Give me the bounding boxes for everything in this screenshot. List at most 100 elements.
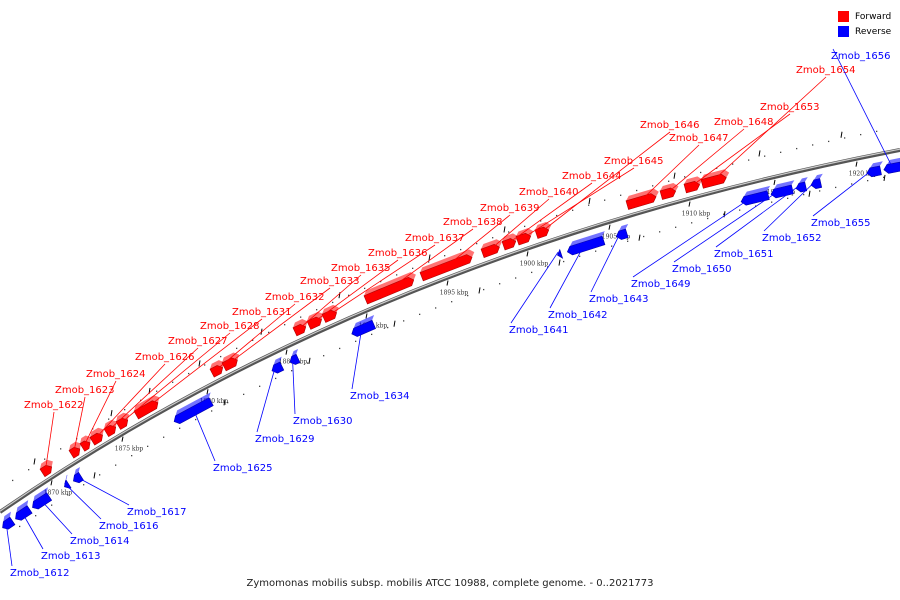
gene-label: Zmob_1655 xyxy=(811,218,871,229)
leader-line xyxy=(21,511,44,550)
gene-label: Zmob_1636 xyxy=(368,248,428,259)
gene-zmob-1616[interactable] xyxy=(60,474,75,491)
tick-dot xyxy=(707,217,709,220)
gene-zmob-1626[interactable] xyxy=(88,426,108,446)
gene-label: Zmob_1617 xyxy=(127,507,187,518)
gene-label: Zmob_1645 xyxy=(604,156,664,167)
gene-zmob-1648[interactable] xyxy=(659,182,681,200)
tick-dot xyxy=(860,133,862,136)
gene-label: Zmob_1612 xyxy=(10,568,70,579)
gene-arrow xyxy=(39,464,53,478)
gene-zmob-1628[interactable] xyxy=(114,411,134,430)
gene-label: Zmob_1635 xyxy=(331,263,391,274)
gene-zmob-1640[interactable] xyxy=(480,238,505,258)
tick-dot xyxy=(163,436,165,438)
gene-arrow xyxy=(566,235,606,256)
tick-dot xyxy=(124,409,126,411)
gene-top-face xyxy=(481,239,502,250)
leader-line xyxy=(812,169,874,217)
tick-dot xyxy=(691,222,693,224)
gene-zmob-1653[interactable] xyxy=(683,175,705,194)
tick-dot xyxy=(204,364,206,366)
tick-dot xyxy=(227,401,229,404)
gene-label: Zmob_1646 xyxy=(640,120,700,131)
gene-zmob-1612[interactable] xyxy=(0,511,18,532)
leader-line xyxy=(121,332,231,423)
leader-line xyxy=(389,228,474,290)
gene-label: Zmob_1648 xyxy=(714,117,774,128)
tick-dot xyxy=(780,151,782,153)
tick-dot xyxy=(83,484,85,486)
gene-top-face xyxy=(3,511,11,522)
gene-zmob-1613[interactable] xyxy=(11,500,36,522)
gene-zmob-1649[interactable] xyxy=(739,185,773,206)
scale-tick xyxy=(773,179,776,185)
gene-arrow xyxy=(292,324,307,337)
gene-arrow xyxy=(683,180,701,194)
boundary-dash xyxy=(503,226,506,233)
gene-zmob-1632[interactable] xyxy=(208,358,228,378)
leader-line xyxy=(84,380,117,445)
gene-zmob-1655[interactable] xyxy=(865,161,885,178)
gene-zmob-1637[interactable] xyxy=(320,303,342,323)
scale-tick xyxy=(365,313,368,319)
gene-label: Zmob_1652 xyxy=(762,233,822,244)
gene-top-face xyxy=(364,272,416,296)
tick-dot xyxy=(300,316,302,318)
gene-zmob-1634[interactable] xyxy=(348,315,379,338)
gene-zmob-1643[interactable] xyxy=(614,223,632,241)
tick-dot xyxy=(195,418,197,421)
genome-caption: Zymomonas mobilis subsp. mobilis ATCC 10… xyxy=(246,578,654,589)
tick-dot xyxy=(419,313,421,316)
leader-line xyxy=(5,521,13,567)
gene-label: Zmob_1630 xyxy=(293,416,353,427)
gene-zmob-1651[interactable] xyxy=(794,177,811,193)
genome-backbone xyxy=(0,148,900,514)
gene-top-face xyxy=(33,487,48,502)
tick-dot xyxy=(243,393,245,396)
tick-dot xyxy=(236,347,238,350)
legend-forward: Forward xyxy=(838,9,891,24)
tick-dot xyxy=(332,301,334,304)
tick-dot xyxy=(771,201,773,203)
leader-line xyxy=(75,476,130,506)
tick-dot xyxy=(716,167,718,169)
scale-tick-label: 1870 kbp xyxy=(44,489,73,496)
gene-zmob-1635[interactable] xyxy=(291,317,311,337)
tick-dot xyxy=(499,283,501,285)
tick-dot xyxy=(604,199,606,201)
tick-dot xyxy=(284,324,286,326)
gene-top-face xyxy=(293,319,308,328)
tick-dot xyxy=(620,194,622,196)
gene-zmob-1656[interactable] xyxy=(882,157,900,174)
tick-dot xyxy=(387,326,389,329)
gene-zmob-1642[interactable] xyxy=(565,231,609,256)
leader-line xyxy=(229,287,331,364)
tick-dot xyxy=(444,255,446,257)
gene-zmob-1617[interactable] xyxy=(69,466,87,485)
leader-line xyxy=(667,128,745,194)
legend-reverse-label: Reverse xyxy=(855,26,892,37)
tick-dot xyxy=(508,231,510,233)
gene-arrow xyxy=(133,400,159,420)
gene-label: Zmob_1616 xyxy=(99,521,159,532)
gene-arrow xyxy=(770,184,794,199)
gene-zmob-1652[interactable] xyxy=(809,173,825,190)
tick-dot xyxy=(579,255,581,257)
gene-top-face xyxy=(559,244,563,250)
gene-label: Zmob_1624 xyxy=(86,369,146,380)
gene-features xyxy=(0,157,900,532)
gene-zmob-1627[interactable] xyxy=(102,418,122,438)
tick-dot xyxy=(643,235,645,238)
gene-label: Zmob_1613 xyxy=(41,551,101,562)
boundary-dash xyxy=(428,254,431,261)
boundary-dash xyxy=(393,320,396,327)
gene-zmob-1641[interactable] xyxy=(555,244,567,260)
tick-dot xyxy=(467,294,469,297)
gene-top-face xyxy=(869,161,883,168)
gene-label: Zmob_1632 xyxy=(265,292,325,303)
gene-label: Zmob_1650 xyxy=(672,264,732,275)
reverse-swatch xyxy=(838,26,849,37)
gene-zmob-1629[interactable] xyxy=(268,356,287,375)
